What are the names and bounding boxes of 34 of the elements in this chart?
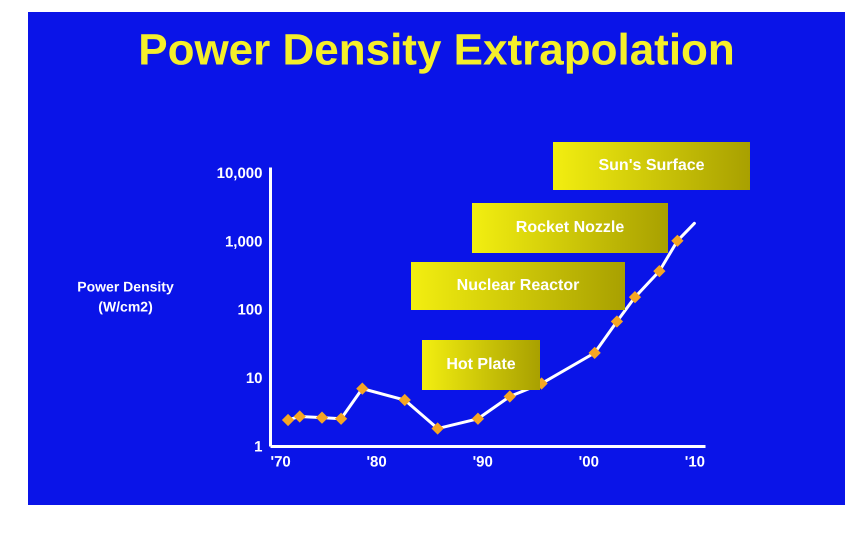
x-tick-label: '80 <box>366 454 387 470</box>
point <box>282 414 294 426</box>
point <box>472 412 484 425</box>
point <box>334 412 348 425</box>
annotation: Hot Plate <box>446 356 516 374</box>
y-tick-label: 1 <box>254 438 262 456</box>
point <box>671 234 684 247</box>
point <box>356 382 368 395</box>
point <box>588 346 601 359</box>
y-axis-title: Power Density (W/cm2) <box>77 278 174 314</box>
point <box>504 390 516 403</box>
x-tick-label: '70 <box>270 454 291 470</box>
sign-box: Hot Plate <box>422 340 540 390</box>
chart-title: Power Density Extrapolation <box>138 25 735 74</box>
sign-box: Rocket Nozzle <box>472 203 668 253</box>
point <box>398 394 411 406</box>
annotation: Nuclear Reactor <box>456 277 580 295</box>
y-tick-label: 10 <box>246 370 262 388</box>
point <box>316 411 328 424</box>
x-tick-label: '10 <box>684 454 706 470</box>
point <box>610 315 624 328</box>
sign-box: Nuclear Reactor <box>411 262 625 310</box>
point <box>653 265 666 278</box>
point <box>432 422 444 435</box>
y-tick-label: 100 <box>237 302 262 319</box>
annotation: Rocket Nozzle <box>516 219 624 237</box>
y-tick-label: 1,000 <box>224 233 262 250</box>
point <box>628 291 642 304</box>
x-tick-label: '00 <box>578 454 599 470</box>
annotation: Sun's Surface <box>598 157 705 175</box>
x-tick-label: '90 <box>472 454 493 470</box>
sign-box: Sun's Surface <box>553 142 750 190</box>
point <box>294 410 306 423</box>
y-tick-label: 10,000 <box>216 164 262 182</box>
